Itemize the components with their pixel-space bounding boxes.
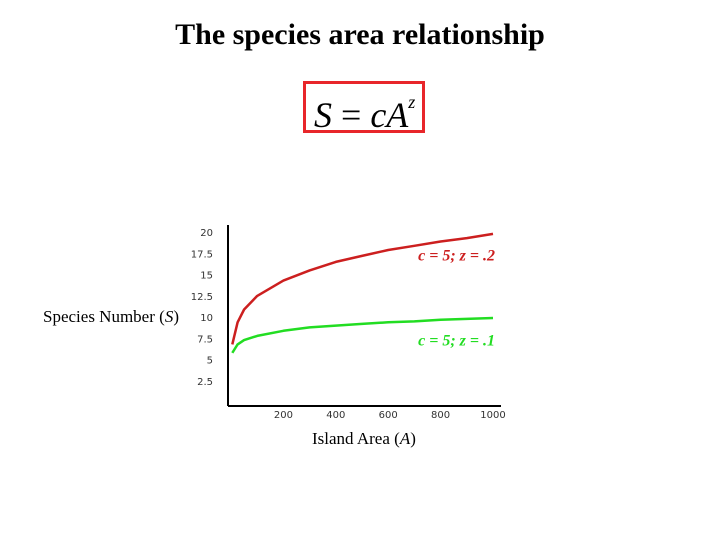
series-label-2: c = 5; z = .1 bbox=[418, 332, 495, 349]
y-tick-label: 2.5 bbox=[197, 377, 213, 388]
formula: S = cAz bbox=[314, 84, 415, 139]
y-tick-label: 20 bbox=[200, 228, 213, 239]
y-axis-label-var: S bbox=[164, 307, 174, 326]
y-tick-label: 7.5 bbox=[197, 334, 213, 345]
x-axis-label: Island Area (A) bbox=[312, 429, 416, 449]
y-axis-label-text: Species Number ( bbox=[43, 307, 165, 326]
y-axis-label: Species Number (S) bbox=[43, 307, 179, 327]
page-title: The species area relationship bbox=[175, 18, 545, 51]
x-tick-label: 200 bbox=[274, 410, 293, 421]
y-tick-label: 10 bbox=[200, 313, 213, 324]
formula-lhs: S bbox=[314, 95, 332, 135]
x-tick-label: 400 bbox=[326, 410, 345, 421]
series-line-1 bbox=[231, 232, 494, 345]
formula-rhs: cA bbox=[370, 95, 409, 135]
y-axis-label-close: ) bbox=[173, 307, 179, 326]
formula-box: S = cAz bbox=[303, 81, 425, 135]
x-axis-label-var: A bbox=[399, 429, 411, 448]
x-axis-label-close: ) bbox=[410, 429, 416, 448]
y-tick-label: 12.5 bbox=[191, 292, 213, 303]
series-line-2 bbox=[231, 316, 494, 354]
x-axis-label-text: Island Area ( bbox=[312, 429, 400, 448]
y-tick-label: 5 bbox=[207, 356, 213, 367]
formula-exponent: z bbox=[408, 92, 416, 112]
x-tick-label: 800 bbox=[431, 410, 450, 421]
y-tick-label: 15 bbox=[200, 271, 213, 282]
series-label-1: c = 5; z = .2 bbox=[418, 247, 495, 264]
y-tick-label: 17.5 bbox=[191, 249, 213, 260]
formula-equals: = bbox=[332, 95, 371, 135]
x-tick-label: 1000 bbox=[480, 410, 505, 421]
x-tick-label: 600 bbox=[379, 410, 398, 421]
